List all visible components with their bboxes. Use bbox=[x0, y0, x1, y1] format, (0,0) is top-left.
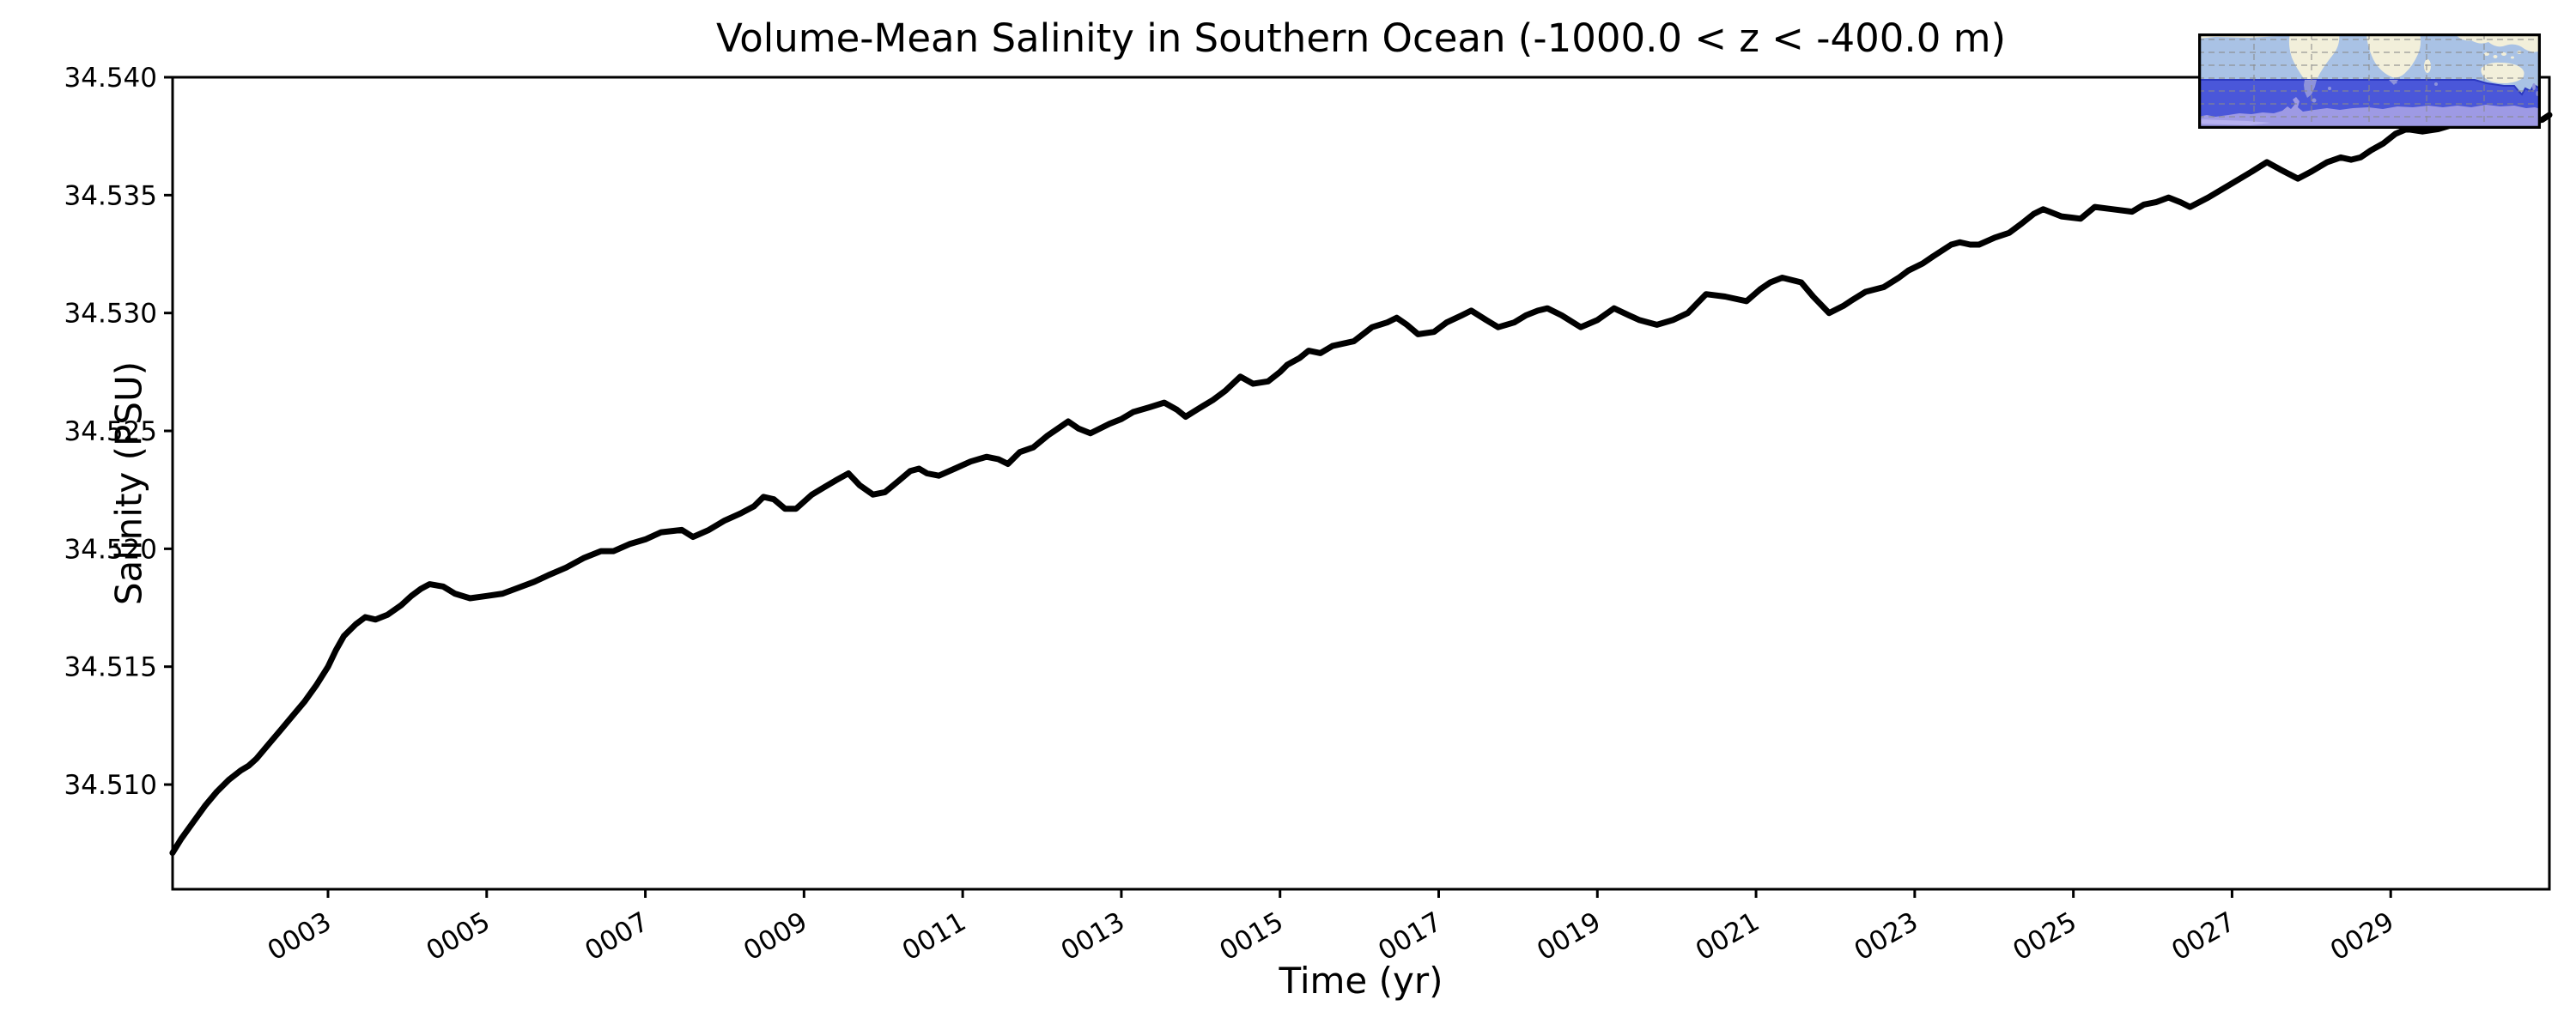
y-axis-label: Salinity (PSU) bbox=[107, 360, 150, 606]
y-tick-label: 34.540 bbox=[64, 63, 157, 94]
x-tick-label: 0017 bbox=[1373, 906, 1447, 967]
map-gridlines bbox=[2198, 33, 2541, 129]
inset-border bbox=[2198, 33, 2541, 129]
salinity-line bbox=[169, 112, 2553, 857]
y-tick-label: 34.510 bbox=[64, 770, 157, 801]
x-tick-label: 0013 bbox=[1056, 906, 1130, 967]
y-tick-label: 34.515 bbox=[64, 652, 157, 683]
chart-title: Volume-Mean Salinity in Southern Ocean (… bbox=[715, 15, 2007, 61]
x-tick-label: 0011 bbox=[897, 906, 971, 967]
y-tick-label: 34.530 bbox=[64, 299, 157, 330]
x-tick-label: 0009 bbox=[738, 906, 812, 967]
ice-shelf-strip bbox=[2198, 119, 2271, 125]
x-tick-label: 0003 bbox=[263, 906, 337, 967]
x-tick-label: 0005 bbox=[421, 906, 495, 967]
x-tick-label: 0019 bbox=[1532, 906, 1606, 967]
x-tick-label: 0007 bbox=[580, 906, 653, 967]
y-tick-label: 34.525 bbox=[64, 416, 157, 447]
x-tick-label: 0015 bbox=[1214, 906, 1288, 967]
x-tick-label: 0023 bbox=[1850, 906, 1923, 967]
x-tick-label: 0025 bbox=[2008, 906, 2081, 967]
x-tick-label: 0021 bbox=[1691, 906, 1765, 967]
y-tick-label: 34.535 bbox=[64, 180, 157, 211]
x-axis-label: Time (yr) bbox=[1279, 960, 1443, 1002]
x-tick-label: 0029 bbox=[2325, 906, 2399, 967]
x-tick-label: 0027 bbox=[2166, 906, 2240, 967]
inset-world-map bbox=[2198, 33, 2541, 129]
y-tick-label: 34.520 bbox=[64, 534, 157, 565]
antarctica bbox=[2198, 97, 2541, 129]
